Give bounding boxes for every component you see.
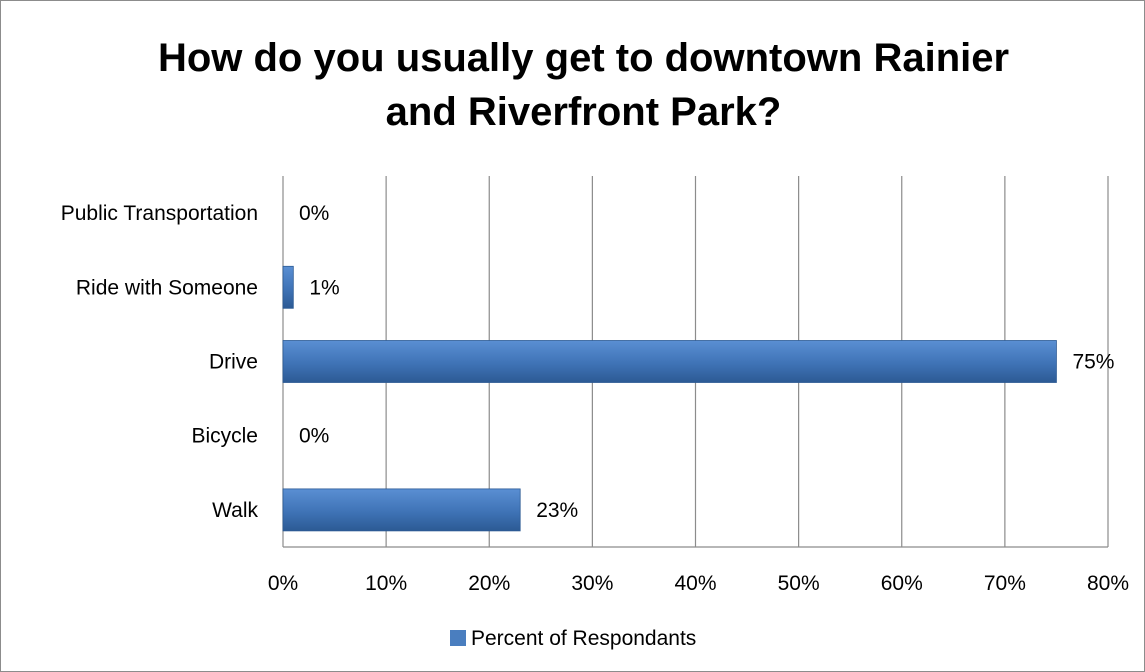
chart-title: How do you usually get to downtown Raini… — [1, 31, 1145, 139]
legend: Percent of Respondants — [450, 627, 696, 650]
legend-label: Percent of Respondants — [471, 627, 696, 650]
x-tick-label: 40% — [674, 572, 716, 595]
chart-title-line-2: and Riverfront Park? — [385, 90, 782, 134]
category-label: Public Transportation — [61, 202, 258, 225]
x-tick-label: 70% — [984, 572, 1026, 595]
labels: 0% 10% 20% 30% 40% 50% 60% 70% 80% Public Transpo… — [61, 202, 1129, 595]
data-label: 0% — [299, 202, 329, 225]
x-tick-label: 20% — [468, 572, 510, 595]
bar — [282, 265, 294, 309]
x-tick-label: 60% — [881, 572, 923, 595]
data-label: 0% — [299, 425, 329, 448]
category-label: Walk — [212, 499, 258, 522]
bars — [282, 265, 1057, 532]
category-label: Drive — [209, 351, 258, 374]
data-label: 1% — [309, 276, 339, 299]
bar — [282, 488, 521, 532]
legend-swatch — [450, 630, 466, 646]
x-tick-label: 0% — [268, 572, 298, 595]
data-label: 75% — [1072, 351, 1114, 374]
x-tick-label: 50% — [778, 572, 820, 595]
x-tick-label: 10% — [365, 572, 407, 595]
bar — [282, 340, 1057, 383]
chart-title-line-1: How do you usually get to downtown Raini… — [157, 36, 1010, 80]
x-tick-label: 80% — [1087, 572, 1129, 595]
category-label: Bicycle — [191, 425, 258, 448]
data-label: 23% — [536, 499, 578, 522]
category-label: Ride with Someone — [76, 276, 258, 299]
x-tick-label: 30% — [571, 572, 613, 595]
